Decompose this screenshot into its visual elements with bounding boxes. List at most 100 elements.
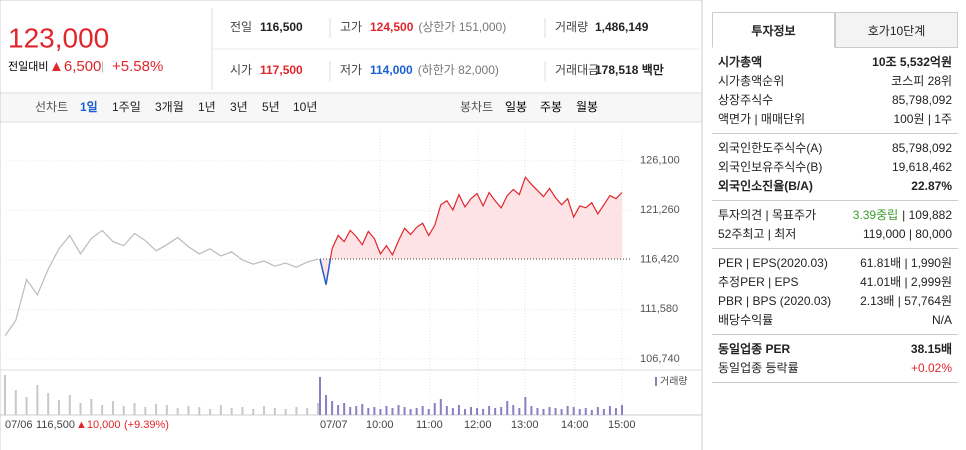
info-value-wrap: 85,798,092 [892,141,952,155]
info-value-wrap: 41.01배 | 2,999원 [860,273,952,290]
volume-bar [4,375,6,415]
volume-bar [445,406,448,415]
info-row: 시가총액 10조 5,532억원 [718,52,952,71]
info-label: 외국인보유주식수(B) [718,160,823,174]
info-label: 액면가 | 매매단위 [718,112,806,126]
volume-label: 거래량 [660,376,688,388]
volume-bar [488,406,491,415]
volume-bar [122,406,125,415]
candle-tab[interactable]: 월봉 [576,100,598,114]
info-value: 61.81배 | 1,990원 [860,256,952,270]
volume-bar [590,410,593,415]
period-tab[interactable]: 3년 [230,100,248,114]
summary-label: 거래량 [555,20,588,34]
prev-close: 116,500 [36,419,75,431]
info-value-wrap: 38.15배 [911,340,952,357]
info-value-wrap: 61.81배 | 1,990원 [860,254,952,271]
summary-label: 저가 [340,63,362,77]
tab-group-label: 봉차트 [460,100,493,114]
info-label: 추정PER | EPS [718,275,799,289]
volume-bar [337,405,340,415]
volume-bar [614,408,617,415]
volume-bar [397,405,400,415]
period-tab[interactable]: 1년 [198,100,216,114]
info-value-wrap: +0.02% [911,361,952,375]
volume-bar [155,404,158,415]
y-tick-label: 116,420 [640,254,679,266]
period-tab[interactable]: 3개월 [155,100,184,114]
volume-bar [57,400,60,415]
volume-bar [284,409,287,415]
info-value: 19,618,462 [891,159,952,174]
volume-bar [415,408,418,415]
volume-bar [621,405,623,415]
volume-bar [584,408,587,415]
volume-bar [325,395,328,415]
info-tab[interactable]: 투자정보 [712,12,835,48]
candle-tab[interactable]: 일봉 [505,100,527,114]
info-sections: 시가총액 10조 5,532억원 시가총액순위 코스피 28위 상장주식수 85,798,… [712,48,958,383]
volume-bar [512,405,515,415]
info-value-wrap: 10조 5,532억원 [872,53,952,70]
info-tab[interactable]: 호가10단계 [835,12,958,48]
prev-change: ▲10,000 [76,419,121,431]
volume-bar [566,406,569,415]
y-tick-label: 121,260 [640,204,680,216]
period-tab[interactable]: 10년 [293,100,317,114]
legend-swatch [655,377,657,386]
info-value: 85,798,092 [891,140,952,155]
info-row: 상장주식수 85,798,092 [718,90,952,109]
x-tick-label: 07/07 [320,419,348,431]
change: ▲6,500 [49,58,101,75]
volume-bar [355,406,358,415]
x-tick-label: 11:00 [416,419,443,431]
period-tab[interactable]: 5년 [262,100,280,114]
info-value: 100원 | 1주 [893,112,952,126]
volume-bar [144,407,147,415]
volume-bar [421,406,424,415]
volume-bar [25,397,28,415]
info-label: 외국인한도주식수(A) [718,141,823,155]
volume-bar [101,405,104,415]
volume-bar [542,409,545,415]
volume-bar [230,408,233,415]
volume-bar [241,407,244,415]
info-label: 52주최고 | 최저 [718,227,797,241]
volume-bar [427,409,430,415]
x-tick-label: 14:00 [561,419,589,431]
change-label: 전일대비 [8,59,48,73]
summary-value: 178,518 백만 [595,62,664,77]
info-value-wrap: 100원 | 1주 [893,110,952,127]
period-tab[interactable]: 1주일 [112,100,141,114]
candle-tab[interactable]: 주봉 [540,100,562,114]
current-price: 123,000 [8,22,109,53]
volume-bar [263,406,266,415]
info-label: 투자의견 | 목표주가 [718,208,817,222]
volume-bar [68,395,71,415]
volume-bar [506,401,509,415]
info-value: +0.02% [910,360,952,375]
volume-bar [560,409,563,415]
volume-bar [165,405,168,415]
period-tab[interactable]: 1일 [80,100,98,114]
volume-bar [209,409,212,415]
info-section: 시가총액 10조 5,532억원 시가총액순위 코스피 28위 상장주식수 85,798,… [712,48,958,134]
volume-bar [306,408,309,415]
info-value-wrap: 19,618,462 [892,160,952,174]
summary-value: 116,500 [260,20,303,34]
volume-bar [439,399,442,415]
info-value-wrap: 코스피 28위 [891,72,952,89]
volume-bar [596,407,599,415]
info-section: 외국인한도주식수(A) 85,798,092 외국인보유주식수(B) 19,618,4… [712,134,958,201]
summary-value: 1,486,149 [595,20,649,34]
volume-bar [476,408,479,415]
summary-note: (하한가 82,000) [418,63,499,77]
x-tick-label: 15:00 [608,419,636,431]
info-value-wrap: 2.13배 | 57,764원 [860,292,952,309]
info-label: 상장주식수 [718,93,774,107]
info-value: 38.15배 [910,342,952,356]
info-row: PBR | BPS (2020.03) 2.13배 | 57,764원 [718,291,952,310]
volume-bar [530,406,533,415]
info-value: 85,798,092 [891,92,952,107]
